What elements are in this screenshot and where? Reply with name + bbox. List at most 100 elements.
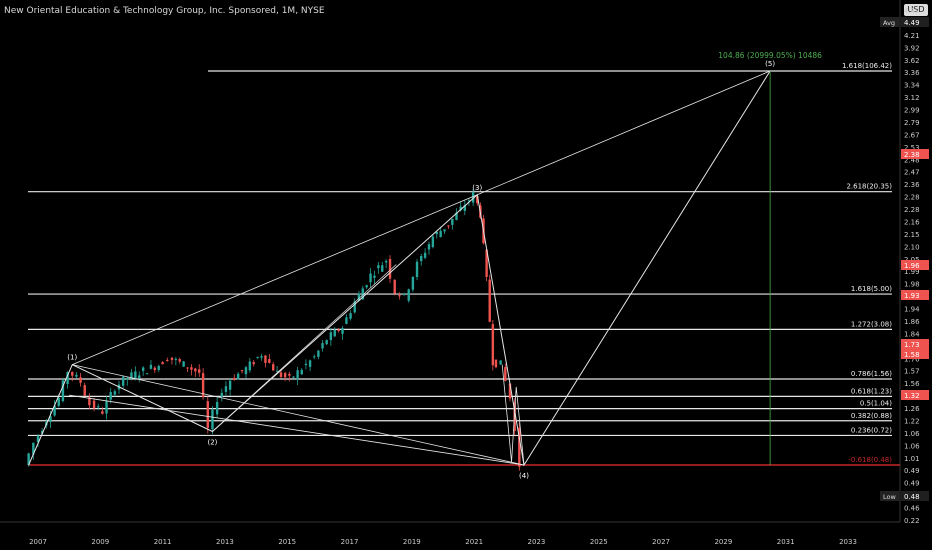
candle-body <box>369 273 372 283</box>
candle-body <box>296 370 299 380</box>
x-tick-label: 2019 <box>403 538 421 546</box>
wave-label: (5) <box>765 60 775 68</box>
candle-body <box>349 313 352 319</box>
price-scale-label: 1.06 <box>904 442 920 450</box>
candle-body <box>337 329 340 332</box>
candle-body <box>499 360 502 365</box>
price-scale-label: 1.01 <box>904 455 920 463</box>
price-tag-box <box>901 17 929 27</box>
candle-body <box>153 367 157 371</box>
candle-body <box>49 416 52 423</box>
fib-level-label: 0.236(0.72) <box>851 426 892 434</box>
candle-body <box>145 373 149 375</box>
price-scale-label: 1.94 <box>904 306 920 314</box>
price-scale-label: 2.28 <box>904 206 920 214</box>
price-scale-label: 3.92 <box>904 44 920 52</box>
candle-body <box>415 261 419 277</box>
price-scale-label: 2.53 <box>904 144 920 152</box>
x-tick-label: 2027 <box>652 538 670 546</box>
candle-body <box>393 279 396 294</box>
candle-body <box>79 377 82 383</box>
price-scale-label: 2.28 <box>904 194 920 202</box>
price-tag-value: 1.58 <box>904 351 920 359</box>
candle-body <box>423 252 427 258</box>
price-tag-label-box <box>880 17 900 27</box>
x-tick-label: 2021 <box>465 538 483 546</box>
price-scale-label: 3.62 <box>904 57 920 65</box>
candle-body <box>138 375 141 379</box>
candle-body <box>476 196 479 204</box>
candle-body <box>373 275 376 278</box>
fib-level-label: 0.382(0.88) <box>851 412 892 420</box>
fib-level-label: 0.786(1.56) <box>851 370 892 378</box>
candle-body <box>455 212 458 220</box>
candle-body <box>149 364 153 369</box>
candle-body <box>141 367 145 371</box>
price-scale-label: 2.10 <box>904 243 920 251</box>
candle-body <box>248 361 252 371</box>
candle-body <box>381 265 384 272</box>
x-tick-label: 2033 <box>839 538 857 546</box>
candle-body <box>134 371 137 379</box>
price-scale-label: 4.21 <box>904 32 920 40</box>
candle-body <box>518 427 521 467</box>
price-tag-value: 1.93 <box>904 292 920 300</box>
fib-level-label: 0.618(1.23) <box>851 387 892 395</box>
candle-body <box>407 289 410 301</box>
price-tag-value: 4.49 <box>904 19 920 27</box>
price-scale-label: 2.48 <box>904 156 920 164</box>
x-tick-label: 2007 <box>29 538 47 546</box>
candle-body <box>491 324 495 366</box>
x-tick-label: 2025 <box>590 538 608 546</box>
price-tag-box <box>901 339 929 349</box>
price-tag-box <box>901 149 929 159</box>
x-tick-label: 2023 <box>528 538 546 546</box>
candle-body <box>308 360 312 367</box>
currency-badge[interactable]: USD <box>904 4 928 16</box>
price-tag-value: 2.38 <box>904 151 920 159</box>
channel-upper-extension <box>477 70 771 196</box>
candle-body <box>198 369 201 373</box>
candle-body <box>268 359 271 363</box>
candle-body <box>215 401 219 415</box>
price-scale-label: 1.99 <box>904 268 920 276</box>
price-tag-box <box>901 349 929 359</box>
candle-body <box>292 376 295 378</box>
price-scale-label: 0.46 <box>904 505 920 513</box>
candle-body <box>463 205 467 211</box>
candle-body <box>377 265 380 269</box>
price-scale-label: 1.06 <box>904 430 920 438</box>
x-tick-label: 2031 <box>777 538 795 546</box>
channel-lower-line <box>69 394 525 466</box>
candle-body <box>304 363 308 365</box>
candle-body <box>194 368 197 372</box>
candle-body <box>201 373 205 398</box>
fib-level-label: 1.618(106.42) <box>842 62 892 70</box>
candle-body <box>402 293 406 295</box>
price-scale-label: 1.84 <box>904 330 920 338</box>
x-tick-label: 2013 <box>216 538 234 546</box>
candle-body <box>224 386 228 392</box>
fib-level-label: 2.618(20.35) <box>846 183 892 191</box>
candle-body <box>186 367 189 369</box>
candle-body <box>174 358 178 360</box>
candle-body <box>170 357 174 360</box>
channel-lower-line <box>72 364 525 466</box>
candle-body <box>279 372 283 377</box>
candle-body <box>71 371 74 376</box>
candle-body <box>161 362 164 365</box>
candle-body <box>357 293 361 301</box>
candle-body <box>431 236 435 248</box>
candle-body <box>321 343 324 349</box>
candle-body <box>317 350 320 357</box>
price-scale-label: 0.49 <box>904 467 920 475</box>
candle-body <box>459 206 462 211</box>
candle-body <box>439 230 442 238</box>
price-scale-label: 4.62 <box>904 7 920 15</box>
price-tag-box <box>901 260 929 270</box>
x-tick-label: 2011 <box>154 538 172 546</box>
price-scale-label: 2.15 <box>904 231 920 239</box>
candle-body <box>260 356 263 358</box>
candle-body <box>504 367 507 381</box>
